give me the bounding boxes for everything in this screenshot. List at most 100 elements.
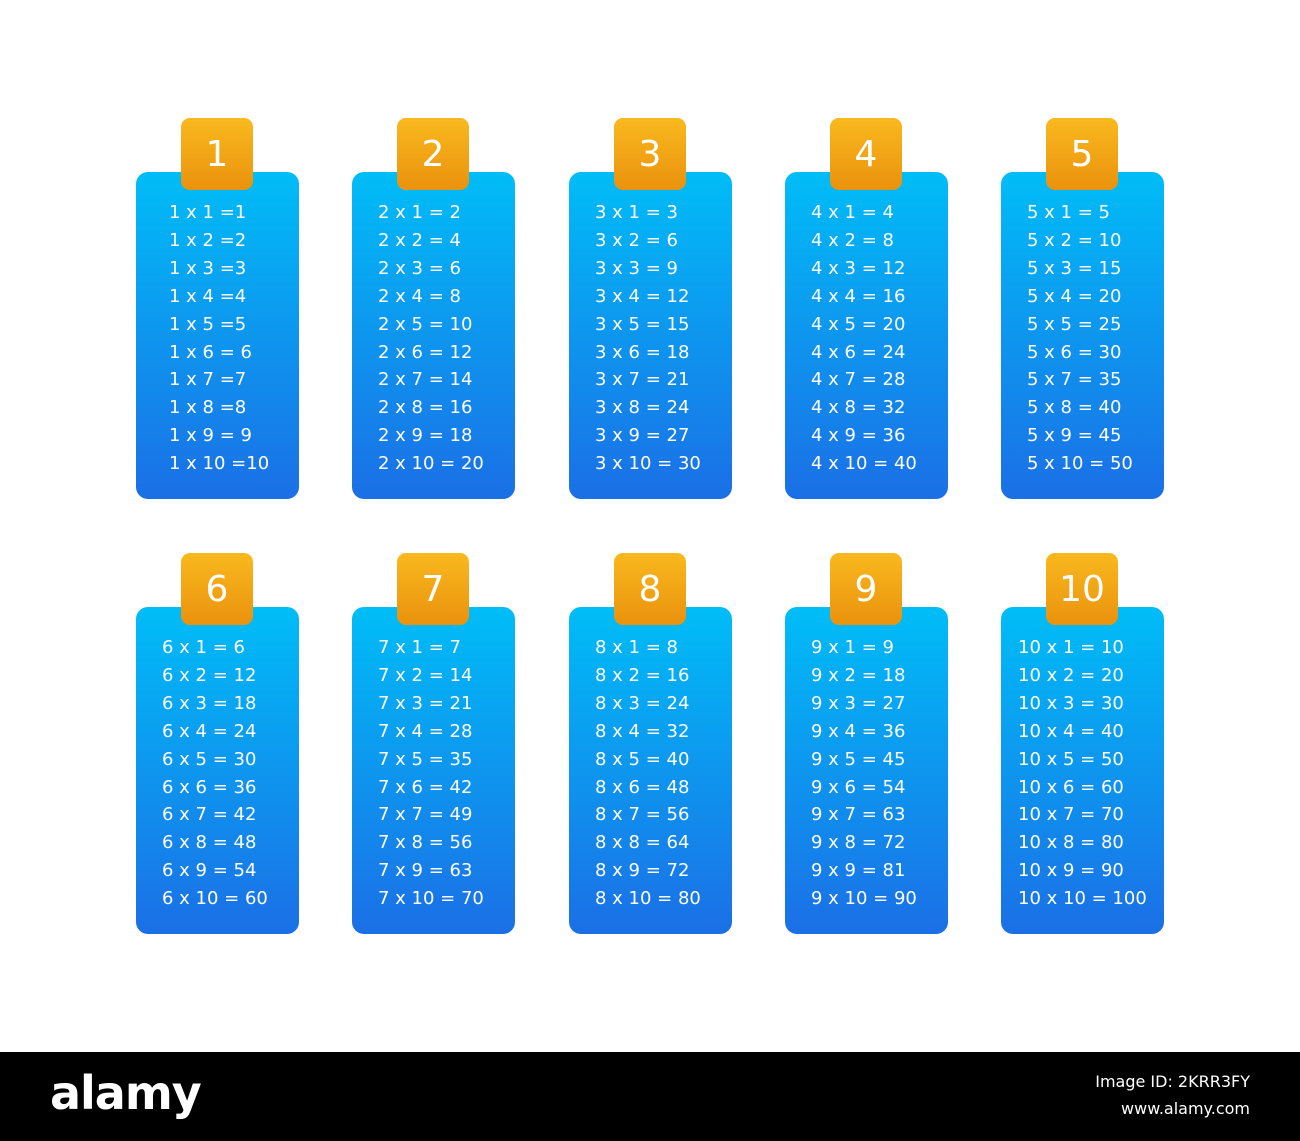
equation: 4 x 6 = 24 xyxy=(811,341,906,363)
equation: 9 x 9 = 81 xyxy=(811,860,906,882)
equation: 4 x 8 = 32 xyxy=(811,397,906,419)
equation: 9 x 6 = 54 xyxy=(811,776,906,798)
equation: 10 x 1 = 10 xyxy=(1018,637,1124,658)
equation: 5 x 2 = 10 xyxy=(1027,229,1122,251)
equation: 3 x 9 = 27 xyxy=(595,425,690,447)
equation: 1 x 5 =5 xyxy=(169,313,247,335)
equation: 3 x 6 = 18 xyxy=(595,341,690,363)
equation: 5 x 9 = 45 xyxy=(1027,425,1122,447)
equation: 10 x 8 = 80 xyxy=(1018,832,1124,854)
equation: 6 x 5 = 30 xyxy=(162,748,257,770)
equation: 2 x 3 = 6 xyxy=(378,257,461,279)
equation: 2 x 4 = 8 xyxy=(378,285,461,307)
equation: 10 x 4 = 40 xyxy=(1018,720,1124,742)
equation: 8 x 2 = 16 xyxy=(595,664,690,686)
card-number: 4 xyxy=(830,118,902,190)
equation: 1 x 9 = 9 xyxy=(169,425,252,447)
equation: 7 x 2 = 14 xyxy=(378,664,473,686)
equation: 1 x 4 =4 xyxy=(169,285,247,307)
equation: 7 x 6 = 42 xyxy=(378,776,473,798)
equation: 8 x 8 = 64 xyxy=(595,832,690,854)
card-number: 6 xyxy=(181,553,253,625)
equation: 4 x 4 = 16 xyxy=(811,285,906,307)
card-number: 10 xyxy=(1046,553,1118,625)
equation: 5 x 4 = 20 xyxy=(1027,285,1122,307)
equation: 6 x 3 = 18 xyxy=(162,692,257,714)
equation: 9 x 5 = 45 xyxy=(811,748,906,770)
equation: 7 x 7 = 49 xyxy=(378,804,473,826)
card xyxy=(785,607,948,934)
equation: 1 x 6 = 6 xyxy=(169,341,252,363)
equation: 6 x 7 = 42 xyxy=(162,804,257,826)
equation: 5 x 5 = 25 xyxy=(1027,313,1122,335)
equation: 8 x 10 = 80 xyxy=(595,888,701,910)
equation: 8 x 7 = 56 xyxy=(595,804,690,826)
image-id: Image ID: 2KRR3FY xyxy=(1095,1072,1250,1091)
equation: 7 x 4 = 28 xyxy=(378,720,473,742)
equation: 7 x 10 = 70 xyxy=(378,888,484,910)
equation: 7 x 9 = 63 xyxy=(378,860,473,882)
equation: 5 x 3 = 15 xyxy=(1027,257,1122,279)
equation: 1 x 7 =7 xyxy=(169,369,247,391)
url: www.alamy.com xyxy=(1121,1099,1250,1118)
card xyxy=(352,607,515,934)
equation: 7 x 1 = 7 xyxy=(378,637,461,658)
equation: 6 x 6 = 36 xyxy=(162,776,257,798)
equation: 4 x 9 = 36 xyxy=(811,425,906,447)
card xyxy=(1001,172,1164,499)
equation: 1 x 3 =3 xyxy=(169,257,247,279)
equation: 9 x 4 = 36 xyxy=(811,720,906,742)
equation: 6 x 4 = 24 xyxy=(162,720,257,742)
equation: 4 x 7 = 28 xyxy=(811,369,906,391)
equation: 8 x 5 = 40 xyxy=(595,748,690,770)
equation: 6 x 9 = 54 xyxy=(162,860,257,882)
equation: 7 x 5 = 35 xyxy=(378,748,473,770)
equation: 10 x 9 = 90 xyxy=(1018,860,1124,882)
equation: 9 x 2 = 18 xyxy=(811,664,906,686)
card-number: 8 xyxy=(614,553,686,625)
card-number: 7 xyxy=(397,553,469,625)
equation: 10 x 2 = 20 xyxy=(1018,664,1124,686)
card-number: 5 xyxy=(1046,118,1118,190)
equation: 8 x 6 = 48 xyxy=(595,776,690,798)
card xyxy=(352,172,515,499)
equation: 4 x 1 = 4 xyxy=(811,202,894,223)
card-number: 3 xyxy=(614,118,686,190)
equation: 6 x 2 = 12 xyxy=(162,664,257,686)
equation: 2 x 2 = 4 xyxy=(378,229,461,251)
equation: 1 x 1 =1 xyxy=(169,202,247,223)
equation: 7 x 3 = 21 xyxy=(378,692,473,714)
equation: 10 x 10 = 100 xyxy=(1018,888,1147,910)
card-number: 9 xyxy=(830,553,902,625)
card xyxy=(569,172,732,499)
equation: 4 x 5 = 20 xyxy=(811,313,906,335)
card-number: 2 xyxy=(397,118,469,190)
equation: 3 x 2 = 6 xyxy=(595,229,678,251)
equation: 3 x 3 = 9 xyxy=(595,257,678,279)
equation: 4 x 10 = 40 xyxy=(811,453,917,475)
card xyxy=(785,172,948,499)
equation: 6 x 1 = 6 xyxy=(162,637,245,658)
equation: 9 x 3 = 27 xyxy=(811,692,906,714)
equation: 2 x 6 = 12 xyxy=(378,341,473,363)
equation: 8 x 1 = 8 xyxy=(595,637,678,658)
card-number: 1 xyxy=(181,118,253,190)
equation: 5 x 10 = 50 xyxy=(1027,453,1133,475)
equation: 7 x 8 = 56 xyxy=(378,832,473,854)
equation: 3 x 8 = 24 xyxy=(595,397,690,419)
equation: 10 x 5 = 50 xyxy=(1018,748,1124,770)
equation: 5 x 6 = 30 xyxy=(1027,341,1122,363)
equation: 9 x 10 = 90 xyxy=(811,888,917,910)
equation: 2 x 9 = 18 xyxy=(378,425,473,447)
equation: 2 x 5 = 10 xyxy=(378,313,473,335)
equation: 6 x 10 = 60 xyxy=(162,888,268,910)
equation: 9 x 8 = 72 xyxy=(811,832,906,854)
logo: alamy xyxy=(50,1066,202,1120)
equation: 5 x 1 = 5 xyxy=(1027,202,1110,223)
equation: 2 x 7 = 14 xyxy=(378,369,473,391)
equation: 10 x 3 = 30 xyxy=(1018,692,1124,714)
equation: 1 x 2 =2 xyxy=(169,229,247,251)
equation: 3 x 1 = 3 xyxy=(595,202,678,223)
equation: 6 x 8 = 48 xyxy=(162,832,257,854)
